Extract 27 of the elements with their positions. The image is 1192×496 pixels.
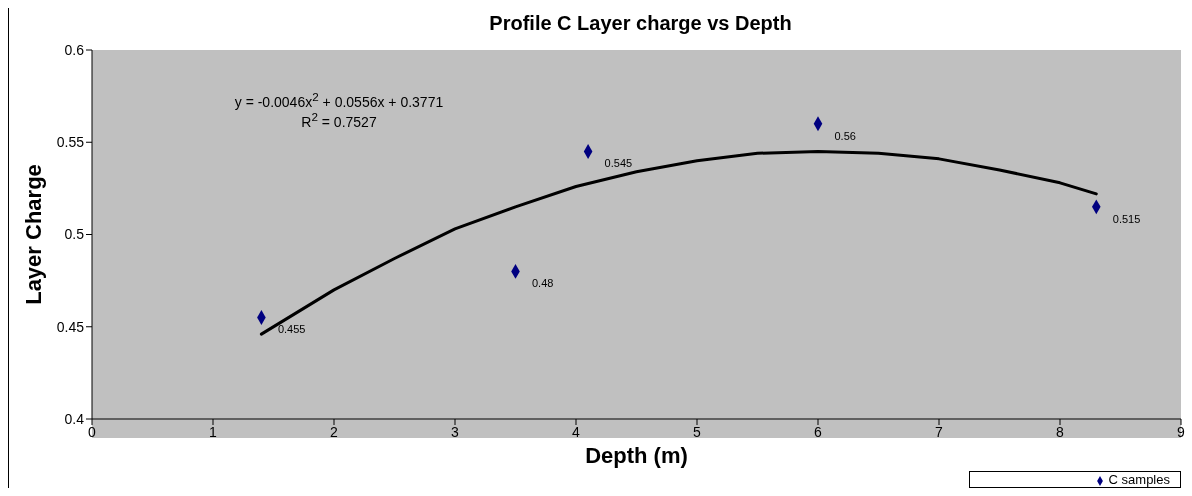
line-series — [259, 149, 1098, 336]
chart-title: Profile C Layer charge vs Depth — [488, 12, 793, 35]
x-axis-title: Depth (m) — [585, 443, 688, 468]
x-tick-label: 8 — [1056, 423, 1065, 440]
data-label: 0.515 — [1112, 212, 1141, 225]
data-label: 0.545 — [604, 157, 633, 170]
data-label: 0.455 — [277, 323, 306, 336]
x-tick-label: 9 — [1177, 423, 1186, 440]
x-tick-label: 4 — [572, 423, 581, 440]
x-tick-label: 1 — [209, 423, 218, 440]
y-tick-label: 0.6 — [64, 41, 85, 58]
x-tick-label: 2 — [330, 423, 339, 440]
y-tick-label: 0.4 — [64, 410, 85, 427]
y-tick-label: 0.5 — [64, 226, 85, 243]
y-tick-label: 0.55 — [56, 134, 85, 151]
data-label: 0.48 — [532, 277, 554, 290]
x-tick-label: 7 — [935, 423, 944, 440]
annotation: R$^{2}$ = 0.7527 — [300, 110, 378, 130]
y-tick-label: 0.45 — [56, 318, 85, 335]
x-tick-label: 5 — [693, 423, 702, 440]
x-tick-label: 6 — [814, 423, 823, 440]
y-axis-title: Layer Charge — [20, 164, 46, 305]
legend-label: C samples — [1108, 472, 1170, 487]
data-label: 0.56 — [834, 129, 856, 142]
x-tick-label: 3 — [451, 423, 460, 440]
x-tick-label: 0 — [88, 423, 97, 440]
annotation: y = -0.0046x$^{2}$ + 0.0556x + 0.3771 — [233, 90, 445, 110]
